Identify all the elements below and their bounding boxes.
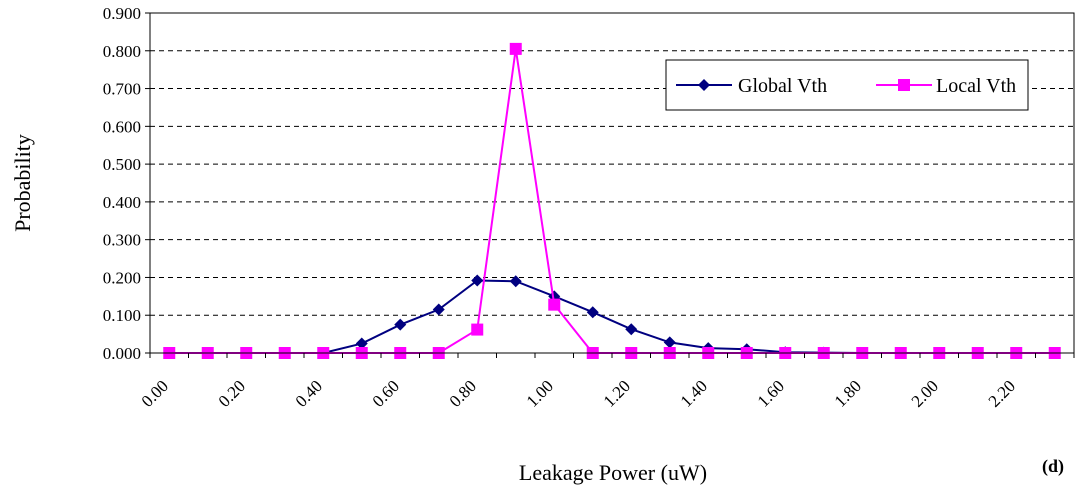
data-point-local-vth — [509, 42, 522, 55]
y-axis-title: Probability — [10, 134, 35, 232]
data-point-global-vth — [355, 337, 368, 350]
y-tick-label: 0.600 — [103, 117, 141, 136]
y-tick-label: 0.500 — [103, 155, 141, 174]
legend: Global Vth Local Vth — [665, 59, 1029, 111]
legend-label-local-vth: Local Vth — [936, 75, 1016, 97]
x-axis-ticks: 0.00 0.20 0.40 0.60 0.80 1.00 1.20 1.40 1.60 1.80… — [138, 353, 1075, 411]
data-point-local-vth — [471, 323, 484, 336]
series-line-global-vth — [169, 279, 1055, 354]
legend-label-global-vth: Global Vth — [738, 75, 827, 97]
x-tick-label: 1.60 — [754, 376, 788, 410]
y-tick-label: 0.800 — [103, 42, 141, 61]
legend-marker-local-vth — [898, 79, 910, 91]
y-tick-label: 0.200 — [103, 268, 141, 287]
y-axis-ticks: 0.000 0.100 0.200 0.300 0.400 0.500 0.600 0.700… — [103, 4, 150, 363]
x-tick-label: 0.20 — [215, 376, 249, 410]
x-tick-label: 1.80 — [831, 376, 865, 410]
x-axis-title: Leakage Power (uW) — [519, 460, 707, 485]
x-tick-label: 1.00 — [523, 376, 557, 410]
data-point-global-vth — [663, 336, 676, 349]
x-tick-label: 0.40 — [292, 376, 326, 410]
data-point-global-vth — [394, 318, 407, 331]
x-tick-label: 2.00 — [908, 376, 942, 410]
x-tick-label: 1.20 — [600, 376, 634, 410]
data-point-global-vth — [432, 303, 445, 316]
y-tick-label: 0.000 — [103, 344, 141, 363]
x-tick-label: 2.20 — [985, 376, 1019, 410]
x-tick-label: 1.40 — [677, 376, 711, 410]
data-point-global-vth — [509, 275, 522, 288]
x-tick-label: 0.80 — [446, 376, 480, 410]
x-tick-label: 0.60 — [369, 376, 403, 410]
data-point-global-vth — [625, 323, 638, 336]
y-tick-label: 0.100 — [103, 306, 141, 325]
y-tick-label: 0.900 — [103, 4, 141, 23]
data-point-local-vth — [548, 298, 561, 311]
data-point-global-vth — [471, 274, 484, 287]
x-tick-label: 0.00 — [138, 376, 172, 410]
data-point-global-vth — [586, 306, 599, 319]
y-tick-label: 0.700 — [103, 80, 141, 99]
y-tick-label: 0.400 — [103, 193, 141, 212]
legend-marker-global-vth — [698, 79, 710, 91]
gridlines — [150, 50, 1074, 316]
y-tick-label: 0.300 — [103, 231, 141, 250]
panel-label: (d) — [1042, 456, 1064, 477]
